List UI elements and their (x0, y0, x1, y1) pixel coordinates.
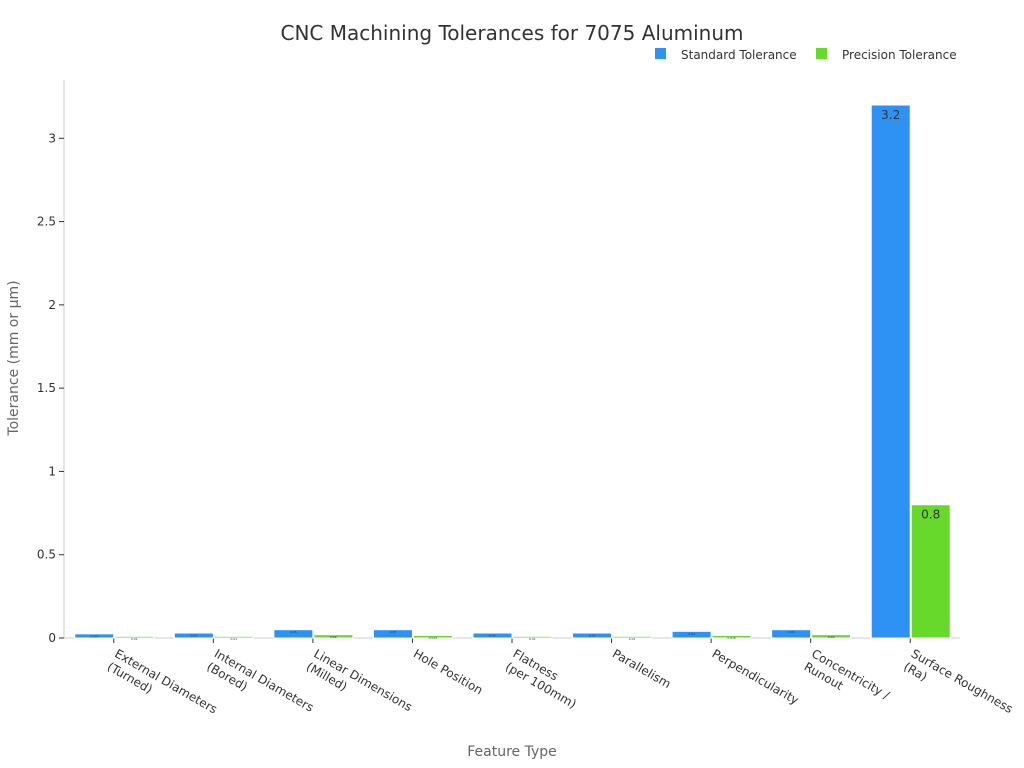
bar (114, 635, 155, 639)
data-label: 0.015 (429, 636, 438, 640)
x-tick-label: Hole Position (411, 646, 485, 697)
bar (412, 635, 453, 639)
data-label: 0.05 (290, 630, 297, 634)
x-tick-label: Parallelism (610, 646, 673, 691)
data-label: 0.03 (589, 634, 596, 638)
data-label: 0.05 (390, 630, 397, 634)
x-tick-label: Flatness(per 100mm) (503, 646, 586, 711)
legend: Standard Tolerance Precision Tolerance (655, 48, 957, 62)
data-label: 0.025 (90, 634, 99, 638)
y-tick-label: 1.5 (37, 381, 56, 395)
bar (811, 634, 852, 639)
data-label: 0.02 (828, 635, 835, 639)
bar (771, 629, 812, 639)
bar (612, 635, 653, 639)
bar (213, 635, 254, 639)
x-tick-label: Linear Dimensions(Milled) (304, 646, 415, 727)
legend-swatch (816, 48, 827, 59)
x-tick-label: External Diameters(Turned) (105, 646, 220, 729)
bar (74, 633, 115, 639)
data-label: 0.02 (330, 635, 337, 639)
data-label: 0.8 (921, 508, 940, 522)
data-label: 0.03 (190, 634, 197, 638)
y-axis-label: Tolerance (mm or µm) (6, 280, 22, 436)
bar (711, 635, 752, 639)
y-tick-label: 2.5 (37, 215, 56, 229)
data-label: 0.01 (529, 637, 536, 641)
x-axis-label: Feature Type (467, 744, 557, 760)
x-tick-label: Concentricity /Runout (802, 646, 893, 715)
data-label: 0.01 (230, 637, 237, 641)
bar (372, 629, 413, 639)
y-tick-label: 0.5 (37, 548, 56, 562)
bar (173, 632, 214, 639)
bar (472, 632, 513, 639)
x-tick-label: Internal Diameters(Bored) (204, 646, 316, 727)
legend-swatch (655, 48, 666, 59)
data-label: 0.015 (727, 636, 736, 640)
y-tick-label: 3 (48, 131, 56, 145)
data-label: 0.05 (788, 630, 795, 634)
bar (273, 629, 314, 639)
x-tick-label: Perpendicularity (710, 646, 802, 707)
legend-label: Precision Tolerance (842, 48, 957, 62)
y-tick-label: 0 (48, 631, 56, 645)
chart-title: CNC Machining Tolerances for 7075 Alumin… (281, 21, 744, 45)
x-tick-label: Surface Roughness(Ra) (901, 646, 1015, 729)
y-tick-label: 2 (48, 298, 56, 312)
bar (313, 634, 354, 639)
bar (512, 635, 553, 639)
bar (572, 632, 613, 639)
y-tick-label: 1 (48, 464, 56, 478)
data-label: 3.2 (881, 108, 900, 122)
bar (671, 630, 712, 639)
data-label: 0.04 (688, 632, 695, 636)
legend-label: Standard Tolerance (681, 48, 797, 62)
bar (870, 104, 911, 639)
data-label: 0.01 (629, 637, 636, 641)
data-label: 0.01 (131, 637, 138, 641)
bar (910, 504, 951, 639)
data-label: 0.03 (489, 634, 496, 638)
